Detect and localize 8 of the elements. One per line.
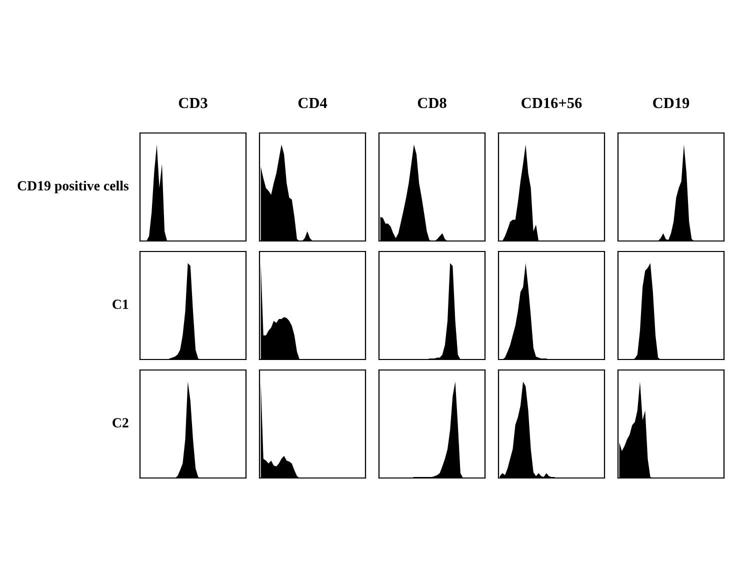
y-axis-title: CD19 positive cells [18, 180, 129, 194]
chart-title: CD19 [653, 98, 690, 108]
chart-title: CD16+56 [522, 98, 582, 108]
chart-title: CD8 [418, 98, 446, 108]
y-axis-title: C1 [112, 300, 128, 309]
chart-title: CD4 [298, 98, 328, 108]
chart-title: CD3 [178, 98, 208, 108]
y-axis-title: C2 [112, 418, 128, 428]
